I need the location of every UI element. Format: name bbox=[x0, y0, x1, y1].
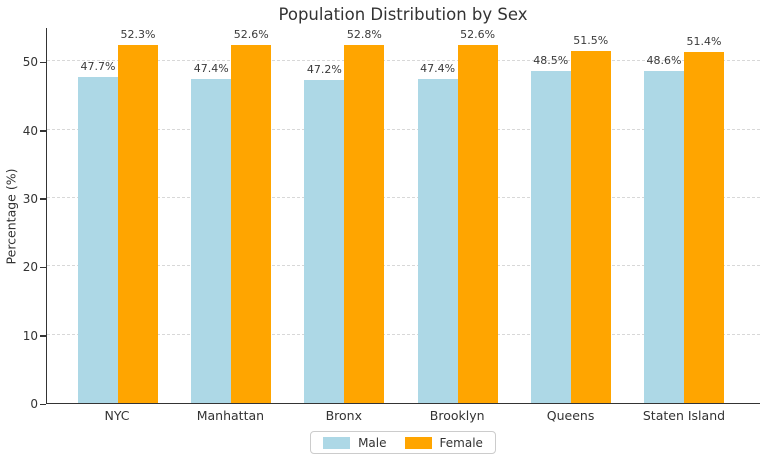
bar-value-label: 48.5% bbox=[533, 54, 569, 68]
bar-column: 48.6% bbox=[643, 28, 684, 403]
bar-female bbox=[344, 45, 385, 403]
x-tick-label-staten-island: Staten Island bbox=[642, 408, 726, 423]
y-axis-label: Percentage (%) bbox=[3, 168, 19, 265]
x-tick-label-queens: Queens bbox=[546, 408, 595, 423]
bar-female bbox=[457, 45, 498, 403]
bar-female bbox=[683, 51, 724, 403]
gridline-10 bbox=[47, 333, 760, 335]
y-tick-label: 20 bbox=[22, 260, 38, 275]
bar-group-bronx: 47.2% 52.8% bbox=[304, 28, 385, 403]
bar-value-label: 47.7% bbox=[80, 59, 116, 73]
bar-group-staten-island: 48.6% 51.4% bbox=[643, 28, 724, 403]
bar-value-label: 52.6% bbox=[460, 28, 496, 41]
chart-title: Population Distribution by Sex bbox=[278, 5, 528, 24]
y-tick-mark bbox=[40, 198, 46, 200]
bar-value-label: 51.5% bbox=[573, 33, 609, 47]
y-tick-mark bbox=[40, 266, 46, 269]
bar-column: 52.3% bbox=[118, 28, 158, 403]
bar-group-nyc: 47.7% 52.3% bbox=[78, 28, 158, 403]
bar-female bbox=[231, 45, 272, 403]
y-tick-label: 40 bbox=[22, 123, 38, 138]
bar-value-label: 47.4% bbox=[193, 61, 229, 75]
x-axis-labels: NYC Manhattan Bronx Brooklyn Queens Staten Is… bbox=[46, 408, 760, 423]
bar-column: 47.4% bbox=[191, 28, 232, 403]
legend: Male Female bbox=[46, 431, 760, 454]
y-tick-mark bbox=[40, 403, 46, 405]
gridline-30 bbox=[47, 196, 760, 198]
y-tick-label: 10 bbox=[22, 328, 38, 343]
gridline-50 bbox=[47, 60, 760, 62]
legend-swatch-male bbox=[323, 436, 351, 449]
bar-value-label: 47.4% bbox=[420, 61, 456, 75]
y-tick-label: 30 bbox=[22, 191, 38, 206]
bar-male bbox=[643, 70, 684, 403]
bar-column: 52.6% bbox=[231, 28, 272, 403]
bars-layer: 47.7% 52.3% 47.4% 52.6% 47.2% 52.8% 47.4% 52.6%… bbox=[47, 28, 760, 403]
y-tick-mark bbox=[40, 61, 46, 64]
bar-column: 47.2% bbox=[304, 28, 345, 403]
bar-female bbox=[570, 50, 611, 403]
x-tick-label-manhattan: Manhattan bbox=[196, 408, 265, 423]
gridline-40 bbox=[47, 128, 760, 130]
bar-male bbox=[417, 78, 458, 403]
bar-female bbox=[118, 45, 158, 403]
bar-value-label: 51.4% bbox=[686, 34, 722, 48]
bar-value-label: 52.8% bbox=[346, 28, 382, 41]
legend-label: Female bbox=[439, 435, 483, 450]
bar-value-label: 47.2% bbox=[306, 63, 342, 77]
legend-label: Male bbox=[358, 435, 387, 450]
x-tick-label-nyc: NYC bbox=[104, 408, 130, 423]
bar-male bbox=[530, 71, 571, 403]
bar-value-label: 48.6% bbox=[646, 53, 682, 67]
bar-male bbox=[78, 76, 118, 403]
x-tick-label-bronx: Bronx bbox=[325, 408, 362, 423]
bar-column: 51.5% bbox=[570, 28, 611, 403]
bar-group-queens: 48.5% 51.5% bbox=[530, 28, 611, 403]
bar-male bbox=[304, 80, 345, 403]
bar-value-label: 52.3% bbox=[120, 28, 156, 42]
legend-item-female: Female bbox=[404, 435, 483, 450]
y-tick-mark bbox=[40, 130, 46, 132]
x-tick-label-brooklyn: Brooklyn bbox=[429, 408, 485, 423]
bar-column: 47.7% bbox=[78, 28, 118, 403]
bar-group-manhattan: 47.4% 52.6% bbox=[191, 28, 272, 403]
y-tick-label: 50 bbox=[22, 55, 38, 70]
bar-column: 52.6% bbox=[457, 28, 498, 403]
bar-group-brooklyn: 47.4% 52.6% bbox=[417, 28, 498, 403]
bar-male bbox=[191, 78, 232, 403]
bar-column: 47.4% bbox=[417, 28, 458, 403]
plot-area: 47.7% 52.3% 47.4% 52.6% 47.2% 52.8% 47.4% 52.6%… bbox=[46, 28, 760, 404]
bar-column: 52.8% bbox=[344, 28, 385, 403]
y-tick-label: 0 bbox=[30, 397, 38, 411]
legend-box: Male Female bbox=[310, 431, 496, 454]
bar-value-label: 52.6% bbox=[233, 28, 269, 41]
gridline-20 bbox=[47, 265, 760, 267]
legend-swatch-female bbox=[404, 436, 432, 449]
y-tick-mark bbox=[40, 335, 46, 337]
legend-item-male: Male bbox=[323, 435, 387, 450]
bar-column: 48.5% bbox=[530, 28, 571, 403]
bar-column: 51.4% bbox=[683, 28, 724, 403]
